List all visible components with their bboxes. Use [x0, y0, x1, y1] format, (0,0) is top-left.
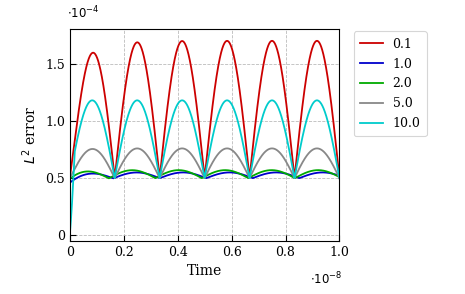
5.0	[314, 147, 320, 150]
1.0	[170, 172, 176, 176]
5.0	[67, 176, 73, 180]
10.0	[67, 234, 73, 237]
2.0	[114, 173, 120, 176]
2.0	[67, 177, 73, 181]
1.0	[337, 174, 342, 178]
1.0	[302, 174, 308, 178]
10.0	[171, 113, 176, 116]
5.0	[182, 147, 188, 151]
2.0	[315, 168, 321, 172]
Line: 5.0: 5.0	[70, 148, 339, 178]
1.0	[320, 171, 325, 174]
Text: $\cdot10^{-8}$: $\cdot10^{-8}$	[310, 271, 342, 287]
Line: 1.0: 1.0	[70, 172, 339, 183]
10.0	[332, 149, 337, 152]
0.1	[182, 42, 188, 45]
Legend: 0.1, 1.0, 2.0, 5.0, 10.0: 0.1, 1.0, 2.0, 5.0, 10.0	[354, 31, 427, 136]
1.0	[98, 173, 103, 176]
0.1	[302, 84, 308, 87]
Line: 2.0: 2.0	[70, 170, 339, 179]
0.1	[67, 176, 73, 180]
10.0	[98, 111, 103, 115]
0.1	[337, 176, 342, 180]
5.0	[332, 166, 337, 169]
1.0	[332, 172, 337, 176]
0.1	[114, 160, 120, 163]
Y-axis label: $L^2$ error: $L^2$ error	[21, 106, 40, 164]
Line: 10.0: 10.0	[70, 100, 339, 235]
10.0	[302, 123, 308, 127]
10.0	[337, 176, 342, 180]
0.1	[332, 127, 337, 131]
2.0	[332, 173, 337, 176]
0.1	[98, 68, 103, 72]
X-axis label: Time: Time	[187, 265, 222, 278]
10.0	[89, 98, 95, 102]
Line: 0.1: 0.1	[70, 41, 339, 178]
Text: $\cdot10^{-4}$: $\cdot10^{-4}$	[67, 4, 100, 21]
5.0	[302, 156, 308, 160]
1.0	[182, 171, 188, 174]
2.0	[170, 169, 176, 173]
1.0	[114, 175, 120, 179]
2.0	[98, 173, 103, 176]
2.0	[182, 169, 188, 173]
5.0	[114, 173, 120, 176]
10.0	[114, 166, 120, 170]
5.0	[98, 152, 103, 155]
5.0	[170, 152, 176, 156]
2.0	[337, 175, 342, 179]
5.0	[337, 176, 342, 180]
2.0	[302, 171, 308, 175]
0.1	[314, 39, 320, 43]
1.0	[67, 181, 73, 185]
0.1	[170, 65, 176, 69]
10.0	[182, 100, 188, 103]
